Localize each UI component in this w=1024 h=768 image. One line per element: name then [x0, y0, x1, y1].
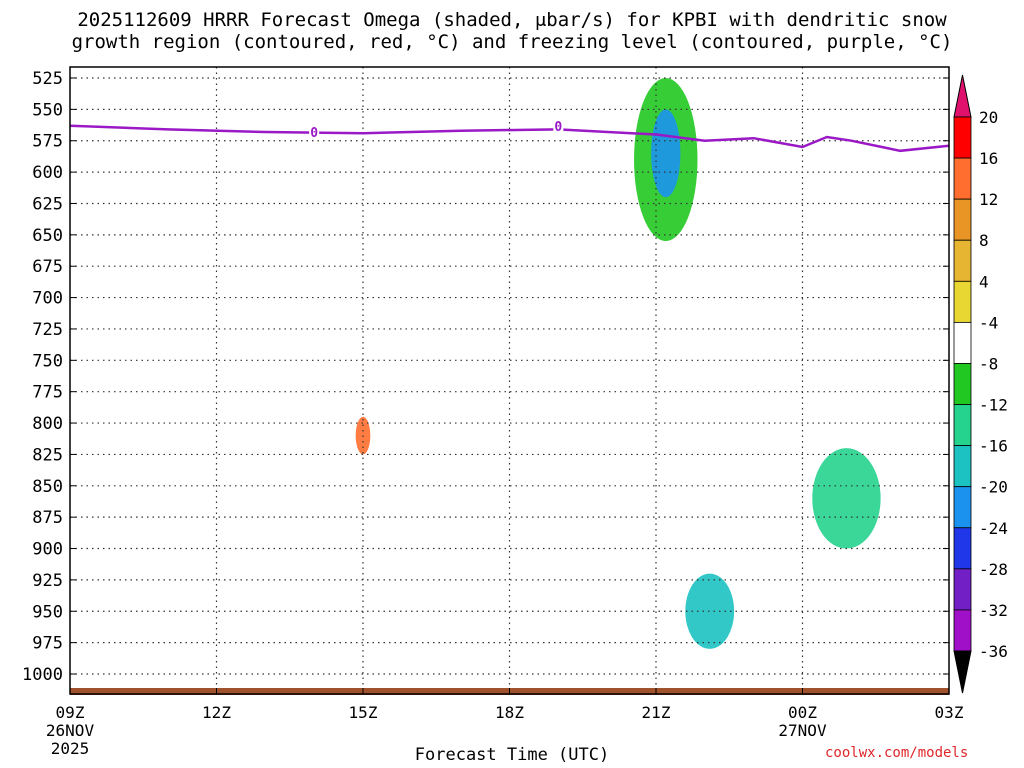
colorbar-box-4 [953, 280, 972, 323]
colorbar-label-13: -36 [979, 642, 1008, 661]
omega-region-lower-ascent-22z [685, 573, 735, 649]
y-tick-label-550: 550 [32, 100, 63, 120]
colorbar-label-2: 12 [979, 190, 998, 209]
colorbar-bottom-arrow [953, 650, 972, 694]
y-tick-label-700: 700 [32, 289, 63, 309]
y-tick-label-750: 750 [32, 351, 63, 371]
omega-shading [355, 78, 881, 649]
colorbar: 20 16 12 8 4 -4 -8 -12 -16 -20 -24 -28 -32 -36 [953, 74, 1008, 694]
y-tick-label-875: 875 [32, 508, 63, 528]
colorbar-label-0: 20 [979, 108, 998, 127]
colorbar-box-1 [953, 157, 972, 200]
colorbar-box-3 [953, 239, 972, 282]
colorbar-box-7 [953, 404, 972, 447]
colorbar-box-10 [953, 527, 972, 570]
y-tick-label-800: 800 [32, 414, 63, 434]
omega-region-upper-ascent-21z-core [651, 109, 681, 198]
x-tick-label-15Z: 15Z [349, 703, 378, 722]
x-tick-label-18Z: 18Z [495, 703, 524, 722]
colorbar-box-0 [953, 116, 972, 159]
colorbar-box-9 [953, 486, 972, 529]
chart-title-line-1: 2025112609 HRRR Forecast Omega (shaded, … [77, 9, 947, 31]
colorbar-label-8: -16 [979, 437, 1008, 456]
colorbar-label-9: -20 [979, 478, 1008, 497]
y-tick-label-725: 725 [32, 320, 63, 340]
colorbar-box-2 [953, 198, 972, 241]
colorbar-box-11 [953, 568, 972, 611]
omega-region-lower-ascent-01z [812, 448, 881, 549]
y-axis: 525 550 575 600 625 650 675 700 725 750 775 800 825 8… [22, 69, 949, 685]
colorbar-box-6 [953, 363, 972, 405]
grid [70, 67, 949, 694]
freezing-level-label-0: 0 [310, 126, 318, 141]
colorbar-label-12: -32 [979, 601, 1008, 620]
y-tick-label-975: 975 [32, 634, 63, 654]
y-tick-label-950: 950 [32, 602, 63, 622]
x-axis-title: Forecast Time (UTC) [414, 745, 610, 765]
x-tick-label-03Z: 03Z [935, 703, 964, 722]
freezing-label-bg-1 [553, 117, 564, 132]
y-tick-label-650: 650 [32, 226, 63, 246]
y-tick-label-775: 775 [32, 383, 63, 403]
colorbar-label-1: 16 [979, 149, 998, 168]
x-tick-label-09Z: 09Z [56, 703, 85, 722]
colorbar-top-arrow [953, 74, 972, 118]
colorbar-label-10: -24 [979, 519, 1008, 538]
x-tick-label-21Z: 21Z [642, 703, 671, 722]
y-tick-label-575: 575 [32, 132, 63, 152]
y-tick-label-925: 925 [32, 571, 63, 591]
y-tick-label-675: 675 [32, 257, 63, 277]
colorbar-label-4: 4 [979, 272, 989, 291]
colorbar-label-7: -12 [979, 396, 1008, 415]
y-tick-label-525: 525 [32, 69, 63, 89]
colorbar-label-3: 8 [979, 231, 989, 250]
y-tick-label-1000: 1000 [22, 665, 63, 685]
chart-title-line-2: growth region (contoured, red, °C) and f… [71, 31, 953, 53]
colorbar-label-11: -28 [979, 560, 1008, 579]
x-tick-label-00Z: 00Z [788, 703, 817, 722]
y-tick-label-850: 850 [32, 477, 63, 497]
freezing-level-label-1: 0 [554, 120, 562, 135]
y-tick-label-900: 900 [32, 540, 63, 560]
y-tick-label-600: 600 [32, 163, 63, 183]
x-tick-label-12Z: 12Z [202, 703, 231, 722]
colorbar-label-5: -4 [979, 313, 998, 332]
x-tick-sublabel-5: 27NOV [778, 721, 827, 740]
y-tick-label-825: 825 [32, 445, 63, 465]
colorbar-box-8 [953, 445, 972, 488]
colorbar-label-6: -8 [979, 354, 998, 373]
y-tick-label-625: 625 [32, 194, 63, 214]
colorbar-box-5 [953, 321, 972, 364]
x-tick-sublabel-0: 26NOV [46, 721, 95, 740]
credit-link[interactable]: coolwx.com/models [825, 745, 969, 761]
freezing-level-line [70, 124, 949, 153]
x-tick-year-label: 2025 [51, 739, 90, 758]
colorbar-box-12 [953, 609, 972, 652]
freezing-label-bg-0 [309, 124, 320, 139]
